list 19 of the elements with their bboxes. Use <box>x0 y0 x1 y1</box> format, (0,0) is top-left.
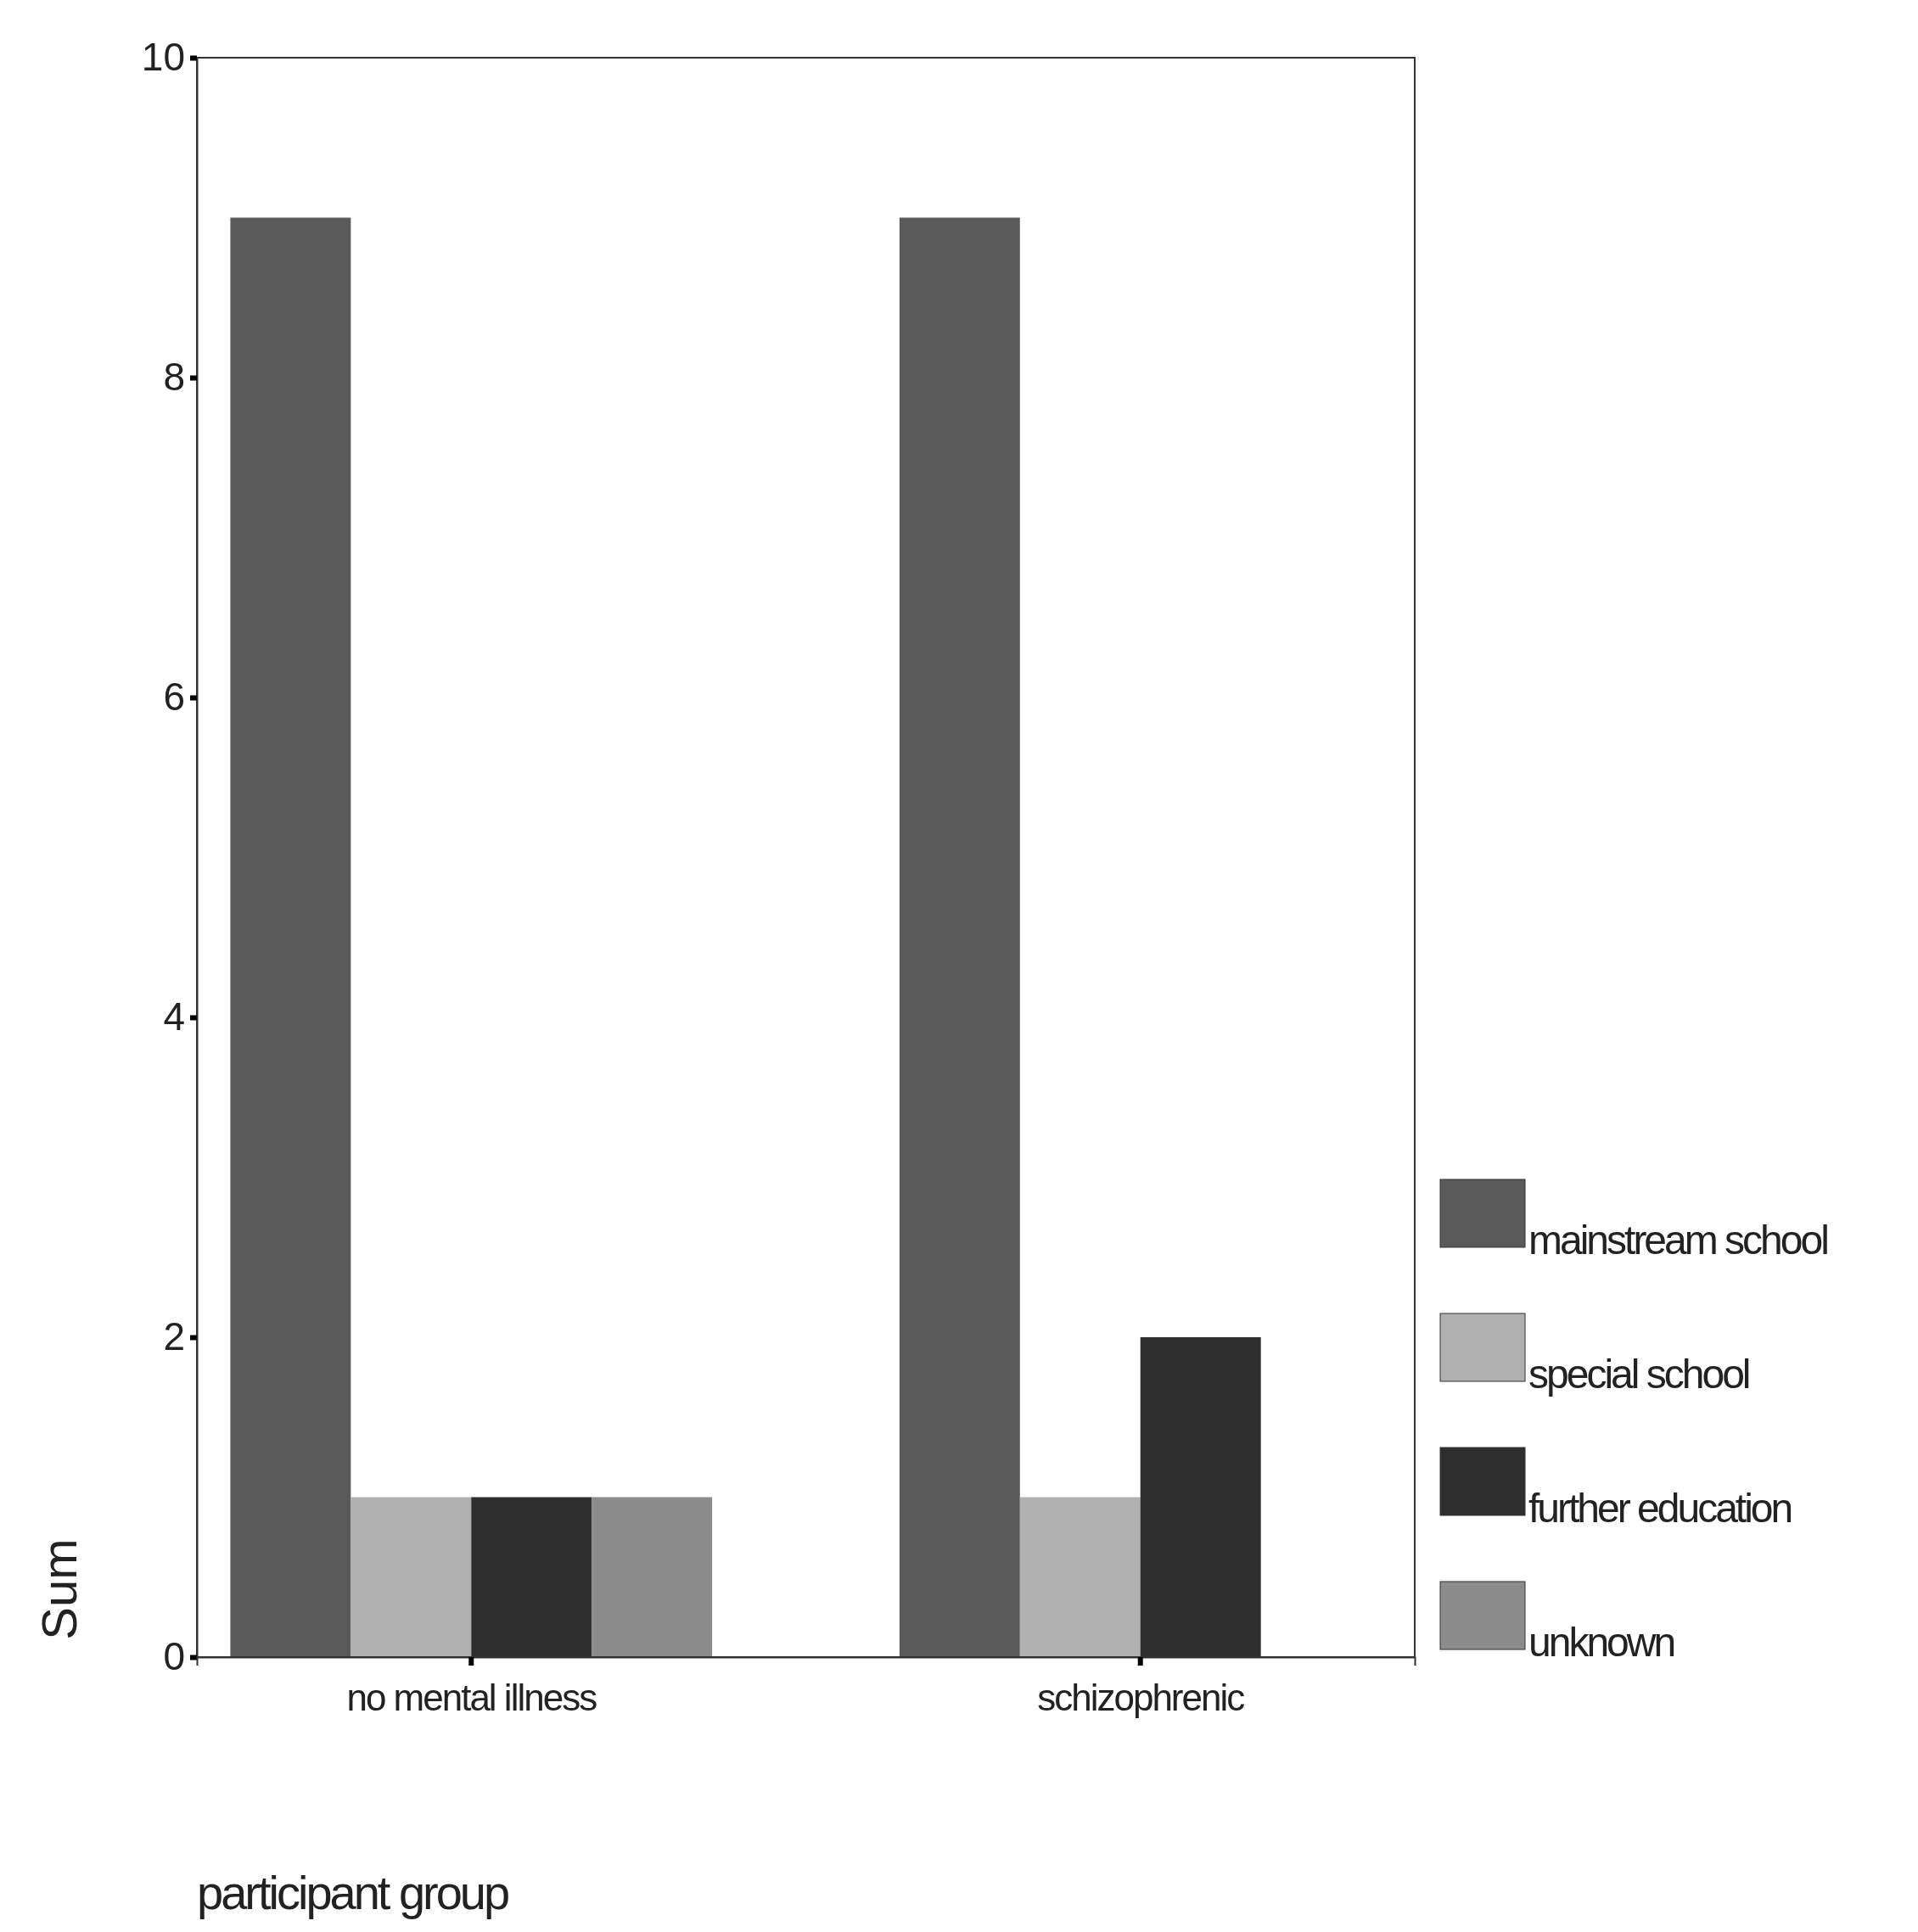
bar <box>230 217 351 1657</box>
bar <box>899 217 1020 1657</box>
legend-label: mainstream school <box>1528 1218 1828 1263</box>
y-tick-label: 2 <box>163 1314 185 1359</box>
y-tick-label: 10 <box>141 35 185 80</box>
bar <box>592 1497 713 1657</box>
y-tick-label: 4 <box>163 994 185 1039</box>
y-axis-title: Sum <box>31 1538 87 1640</box>
x-axis-title: participant group <box>197 1866 509 1919</box>
x-tick-label: no mental illness <box>346 1677 597 1719</box>
x-tick-label: schizophrenic <box>1037 1677 1245 1719</box>
legend-label: further education <box>1528 1486 1792 1531</box>
bar <box>351 1497 472 1657</box>
legend-label: unknown <box>1528 1620 1674 1665</box>
legend-label: special school <box>1528 1352 1749 1397</box>
y-tick-label: 6 <box>163 675 185 720</box>
y-tick-label: 8 <box>163 355 185 400</box>
bar <box>1019 1497 1141 1657</box>
y-tick-label: 0 <box>163 1634 185 1679</box>
